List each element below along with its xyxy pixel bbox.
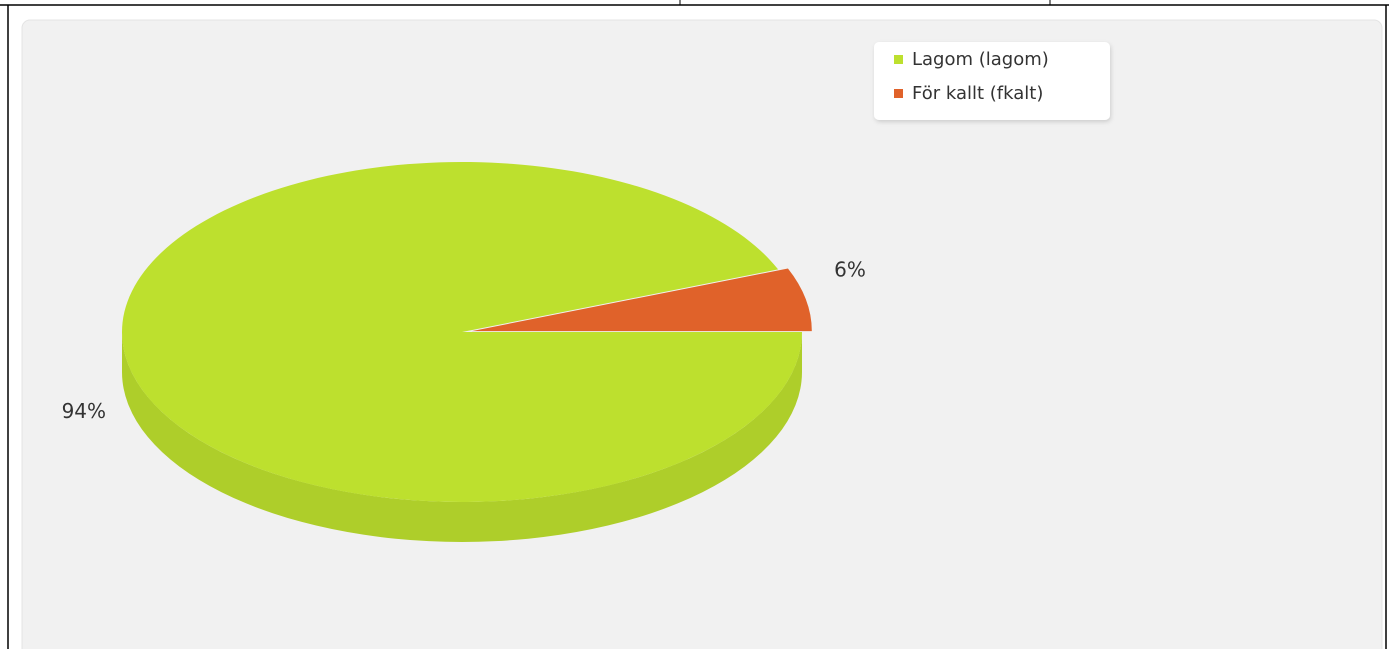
pie-slice bbox=[122, 161, 803, 502]
legend-swatch bbox=[894, 89, 903, 98]
legend-label: Lagom (lagom) bbox=[912, 49, 1049, 70]
legend-label: För kallt (fkalt) bbox=[912, 83, 1043, 104]
data-label: 6% bbox=[834, 257, 866, 281]
data-label: 94% bbox=[62, 399, 106, 423]
pie bbox=[122, 161, 812, 542]
pie-slice bbox=[471, 268, 812, 332]
legend-box bbox=[874, 42, 1110, 120]
legend-swatch bbox=[894, 55, 903, 64]
pie-side bbox=[122, 332, 802, 542]
